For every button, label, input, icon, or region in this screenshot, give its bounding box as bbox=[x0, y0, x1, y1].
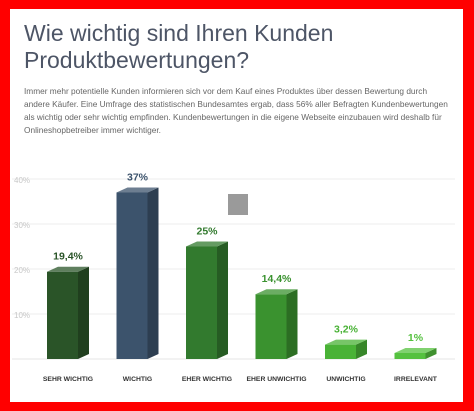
bar-front bbox=[116, 192, 148, 359]
page-title: Wie wichtig sind Ihren Kunden Produktbew… bbox=[24, 20, 334, 73]
bar-chart: 40% 30% 20% 10% 19,4% SEHR WICHTIG 37% WICHTIG… bbox=[12, 172, 455, 383]
bar-side bbox=[147, 187, 159, 359]
infographic-card: Wie wichtig sind Ihren Kunden Produktbew… bbox=[10, 9, 463, 402]
bar-value-label: 37% bbox=[127, 172, 149, 184]
bar-front bbox=[186, 246, 217, 359]
y-tick-label: 40% bbox=[14, 176, 30, 185]
x-tick-label: IRRELEVANT bbox=[394, 376, 438, 383]
bar-top bbox=[255, 289, 298, 295]
bar-front bbox=[255, 294, 287, 359]
bar-top bbox=[325, 339, 367, 345]
bar-top bbox=[186, 241, 228, 247]
intro-text: Immer mehr potentielle Kunden informiere… bbox=[24, 86, 448, 135]
x-tick-label: SEHR WICHTIG bbox=[43, 376, 93, 383]
bar-front bbox=[394, 353, 426, 359]
x-tick-label: UNWICHTIG bbox=[326, 376, 365, 383]
bar-value-label: 14,4% bbox=[262, 273, 292, 285]
bar-value-label: 19,4% bbox=[53, 251, 83, 263]
y-tick-label: 20% bbox=[14, 266, 30, 275]
bar-value-label: 25% bbox=[196, 226, 218, 238]
bar-front bbox=[325, 344, 356, 359]
bar-side bbox=[425, 348, 437, 359]
bar-value-label: 1% bbox=[408, 332, 424, 344]
bar-top bbox=[47, 266, 89, 272]
y-tick-label: 10% bbox=[14, 311, 30, 320]
x-tick-label: WICHTIG bbox=[123, 376, 152, 383]
bar-top bbox=[394, 348, 437, 353]
bar-side bbox=[356, 339, 367, 359]
bar-side bbox=[217, 241, 228, 359]
placeholder-square bbox=[228, 194, 248, 215]
x-tick-label: EHER UNWICHTIG bbox=[246, 376, 306, 383]
bar-value-label: 3,2% bbox=[334, 324, 359, 336]
bar-side bbox=[78, 266, 89, 359]
y-tick-label: 30% bbox=[14, 221, 30, 230]
bar-side bbox=[286, 289, 298, 359]
bar-top bbox=[116, 187, 159, 193]
x-tick-label: EHER WICHTIG bbox=[182, 376, 232, 383]
bar-front bbox=[47, 271, 78, 359]
